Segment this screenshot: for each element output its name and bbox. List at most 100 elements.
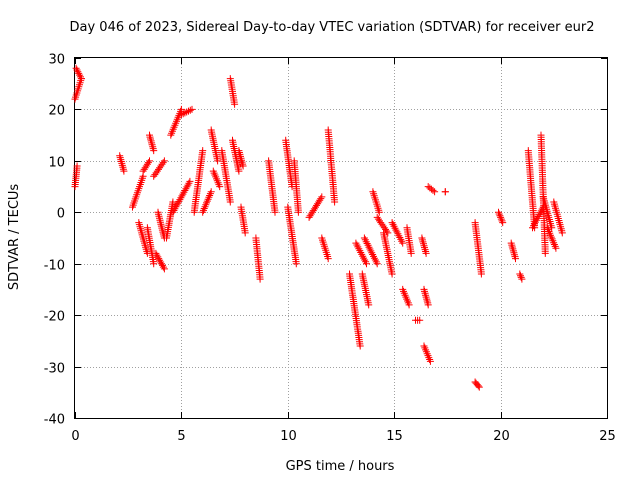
data-point: [120, 167, 128, 175]
data-point: [518, 275, 526, 283]
y-tick-label: 20: [48, 104, 65, 119]
data-point: [541, 249, 549, 257]
data-point: [324, 255, 332, 263]
data-point: [547, 233, 555, 241]
data-point: [495, 210, 503, 218]
data-point: [231, 100, 239, 108]
data-point: [318, 193, 326, 201]
data-point: [497, 215, 505, 223]
data-point: [214, 157, 222, 165]
data-point: [317, 195, 325, 203]
data-point: [422, 249, 430, 257]
x-axis-title: GPS time / hours: [286, 459, 395, 474]
data-point: [407, 249, 415, 257]
data-point: [498, 217, 506, 225]
data-point: [148, 141, 156, 149]
data-point: [517, 272, 524, 280]
data-point: [77, 73, 84, 81]
data-point: [73, 162, 81, 170]
data-point: [74, 68, 82, 76]
data-point: [179, 190, 187, 198]
chart-title: Day 046 of 2023, Sidereal Day-to-day VTE…: [70, 20, 595, 35]
data-point: [188, 105, 196, 113]
data-point: [399, 239, 407, 247]
data-point: [361, 256, 369, 264]
data-point: [545, 228, 553, 235]
data-point: [75, 69, 83, 77]
data-point: [256, 275, 264, 283]
data-point: [367, 247, 375, 255]
data-point: [429, 186, 437, 194]
data-point: [146, 157, 153, 165]
data-point: [558, 229, 566, 237]
data-point: [207, 188, 215, 196]
data-point: [496, 212, 504, 220]
data-point: [362, 238, 370, 246]
data-point: [174, 199, 182, 207]
x-tick-label: 25: [599, 429, 616, 444]
data-point: [169, 208, 177, 216]
data-point: [368, 249, 376, 257]
data-point: [182, 185, 190, 193]
data-point: [388, 270, 396, 278]
data-point: [200, 205, 208, 212]
data-point: [160, 157, 168, 165]
x-tick-label: 0: [71, 429, 79, 444]
data-points: [71, 64, 566, 391]
data-point: [356, 342, 364, 350]
data-point: [499, 219, 507, 227]
data-point: [365, 243, 373, 251]
data-point: [388, 219, 396, 227]
data-point: [363, 240, 371, 247]
y-tick-label: 10: [48, 156, 65, 171]
data-point: [370, 252, 377, 260]
plot-frame: [74, 57, 608, 419]
data-point: [373, 260, 381, 268]
data-point: [181, 109, 189, 117]
data-point: [173, 201, 181, 209]
data-point: [383, 227, 391, 235]
data-point: [181, 187, 189, 194]
data-point: [216, 183, 224, 191]
data-point: [177, 111, 185, 119]
data-point: [375, 208, 383, 216]
data-point: [512, 255, 519, 263]
data-point: [144, 159, 152, 167]
data-point: [169, 198, 177, 206]
data-point: [292, 260, 300, 268]
data-point: [147, 135, 154, 143]
y-tick-label: -10: [44, 259, 65, 274]
ticks-layer: 0 5 10 15 20 25 -40 -30 -20 -10 0 10 20 30: [44, 53, 616, 445]
data-point: [532, 216, 540, 224]
data-point: [226, 198, 234, 206]
data-point: [431, 188, 439, 196]
x-tick-label: 20: [493, 429, 510, 444]
data-point: [516, 270, 524, 278]
data-point: [205, 193, 213, 201]
data-point: [179, 110, 187, 118]
data-point: [185, 107, 192, 115]
data-point: [294, 208, 302, 216]
data-point: [183, 183, 191, 191]
data-point: [185, 179, 193, 187]
data-point: [372, 258, 380, 266]
data-point: [72, 64, 80, 72]
data-point: [150, 260, 158, 268]
data-point: [365, 301, 373, 309]
data-point: [552, 244, 560, 252]
data-point: [203, 199, 210, 207]
grid-layer: [75, 58, 607, 418]
data-point: [235, 167, 243, 175]
data-point: [180, 188, 188, 196]
data-point: [535, 211, 543, 219]
x-tick-label: 15: [386, 429, 403, 444]
data-point: [477, 270, 485, 278]
data-point: [239, 162, 247, 170]
data-point: [186, 177, 194, 185]
data-point: [241, 229, 249, 237]
data-point: [183, 108, 191, 116]
data-point: [159, 159, 167, 167]
data-point: [530, 222, 537, 230]
data-point: [175, 197, 183, 205]
